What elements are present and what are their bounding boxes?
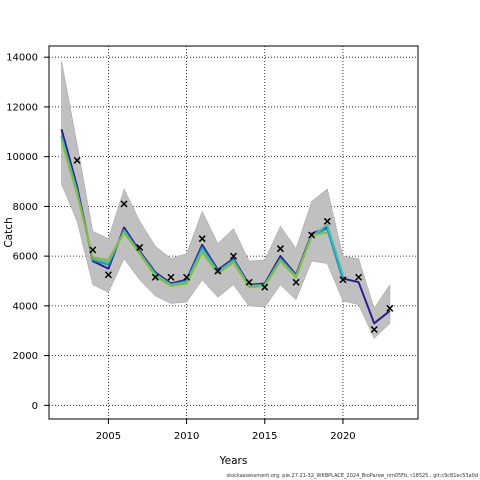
grid-lines	[49, 46, 418, 419]
observed-point	[229, 252, 238, 260]
observed-point	[370, 325, 378, 334]
observed-point	[308, 231, 316, 239]
y-tick-label: 10000	[6, 152, 38, 163]
confidence-band-layer	[61, 60, 391, 339]
observed-point	[339, 276, 347, 284]
observed-points-layer	[73, 156, 394, 334]
observed-point	[120, 200, 128, 208]
observed-point	[276, 245, 284, 253]
y-tick-label: 12000	[6, 102, 38, 113]
observed-point	[323, 217, 331, 225]
observed-point	[198, 235, 206, 243]
observed-point	[214, 267, 222, 275]
series-line-4	[60, 140, 328, 289]
observed-point	[73, 156, 81, 164]
plot-frame	[48, 45, 419, 420]
axes-layer: 2005 2010 2015 2020 0 2000 4000 6000 8000 10000 12…	[6, 53, 355, 442]
y-tick-label: 6000	[13, 252, 38, 263]
observed-point	[261, 283, 269, 291]
y-tick-label: 14000	[6, 53, 38, 64]
observed-point	[89, 246, 97, 254]
observed-point	[167, 273, 175, 281]
x-tick-label: 2015	[252, 431, 277, 442]
x-tick-label: 2020	[330, 431, 355, 442]
observed-point	[151, 273, 159, 281]
observed-point	[183, 273, 191, 281]
observed-point	[355, 273, 363, 281]
x-tick-label: 2010	[174, 431, 199, 442]
confidence-band	[61, 60, 391, 339]
y-tick-label: 4000	[13, 301, 38, 312]
observed-point	[245, 278, 253, 286]
observed-point	[104, 271, 112, 279]
y-axis-label: Catch	[3, 217, 15, 247]
observed-point	[292, 278, 300, 286]
y-tick-label: 0	[32, 401, 38, 412]
y-tick-label: 8000	[13, 202, 38, 213]
x-axis-label: Years	[219, 455, 248, 467]
chart-caption: stockassessment.org, ple.27.21-32_WKBPLA…	[227, 473, 478, 479]
observed-point	[136, 243, 144, 251]
series-lines-layer	[60, 129, 391, 325]
observed-point	[386, 304, 394, 312]
y-tick-label: 2000	[13, 351, 38, 362]
x-tick-label: 2005	[96, 431, 121, 442]
